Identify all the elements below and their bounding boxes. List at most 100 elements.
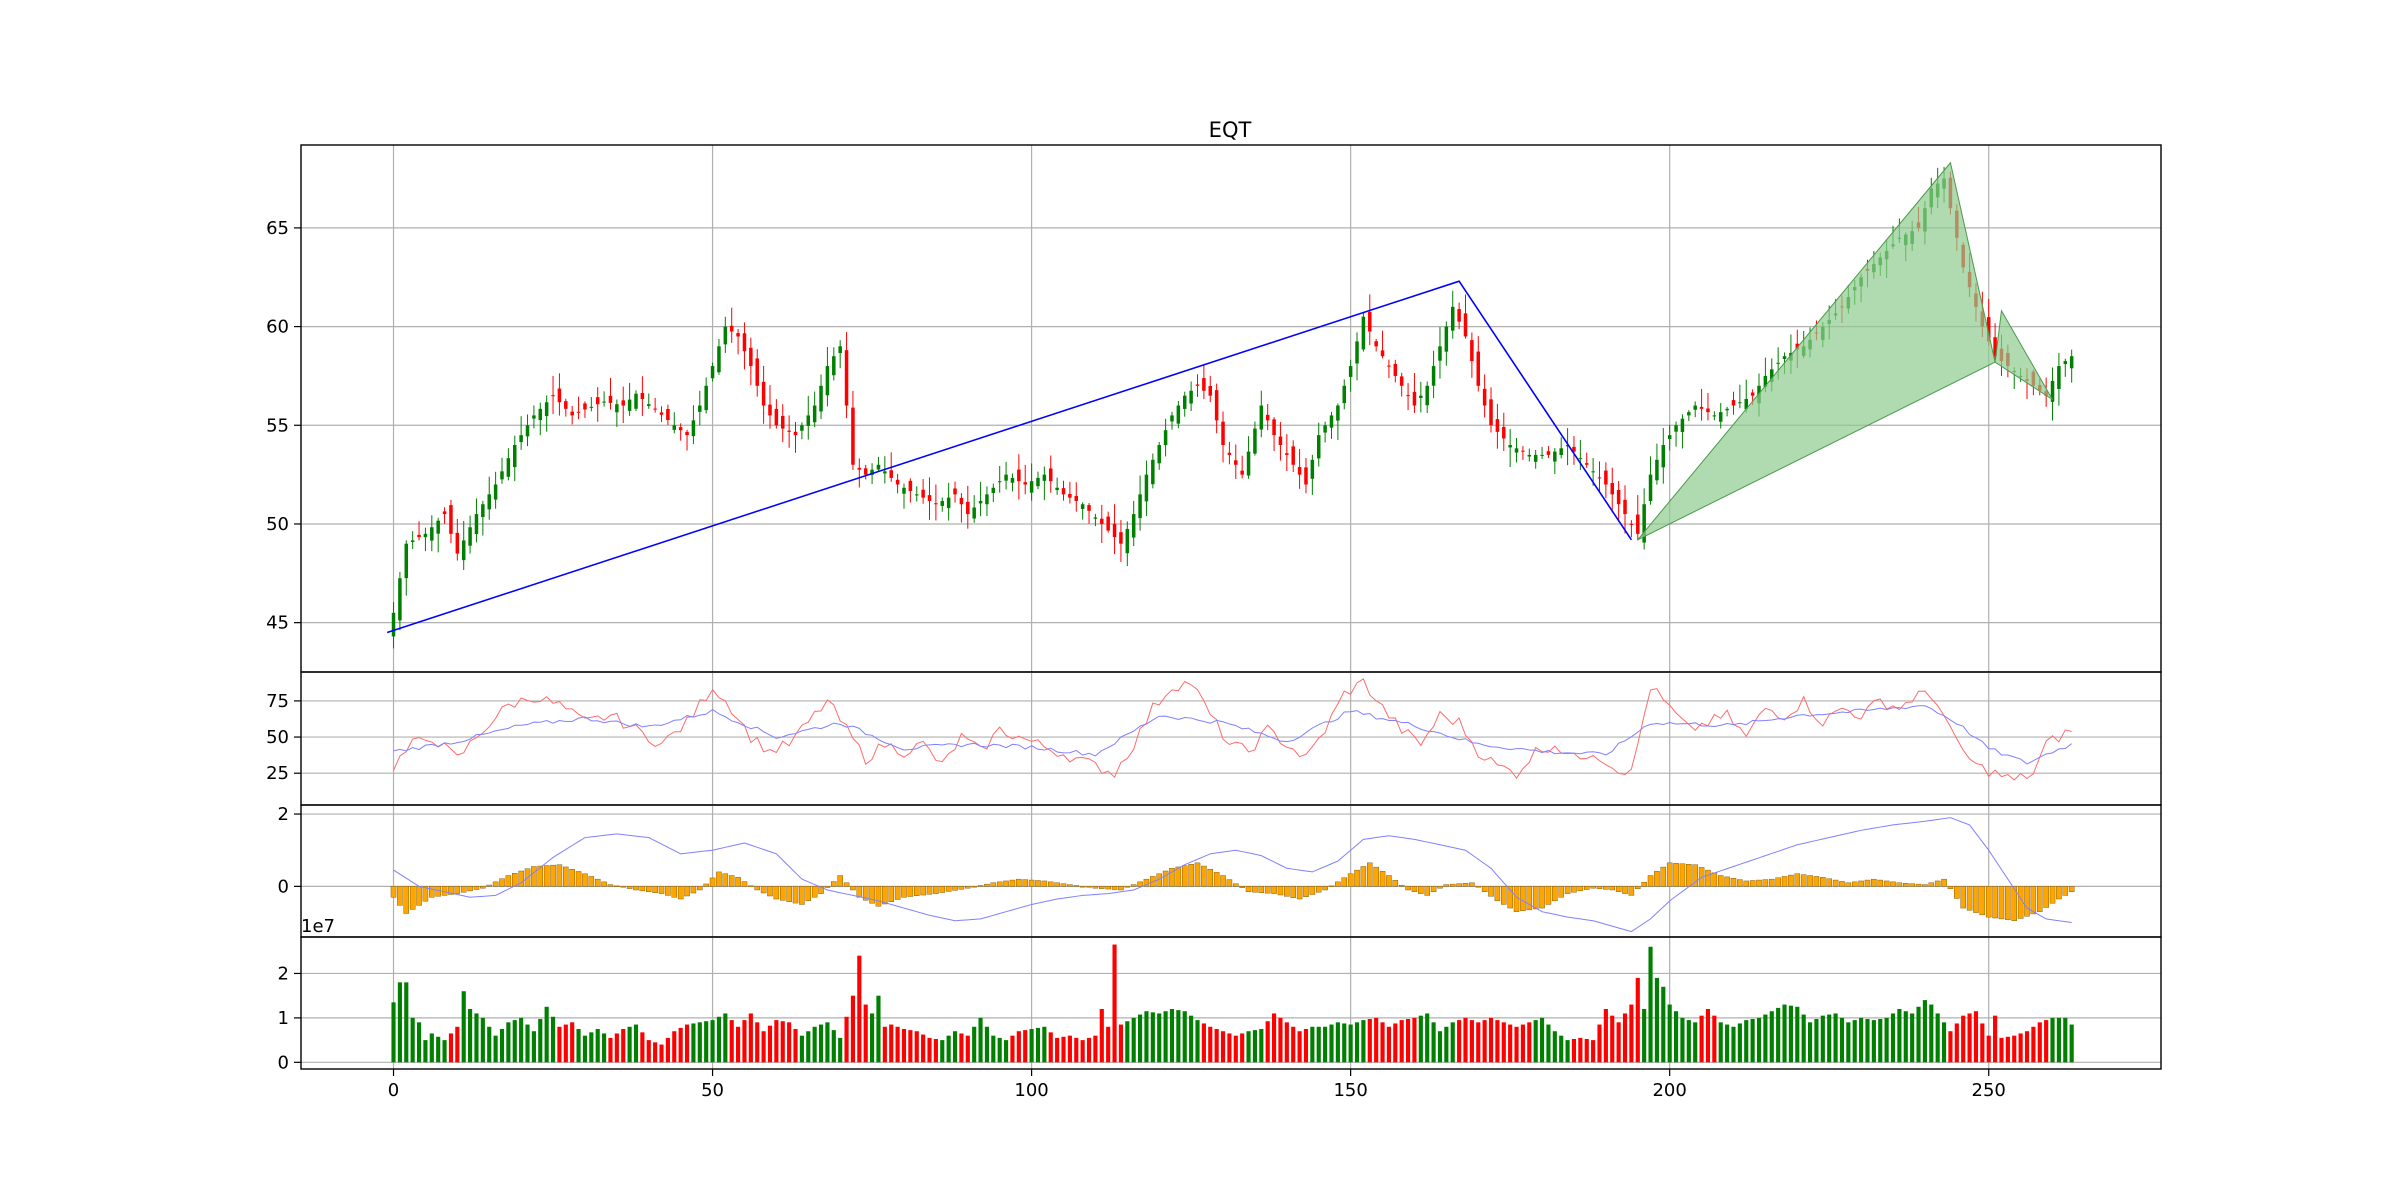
volume-bar bbox=[646, 1040, 651, 1063]
pattern-line bbox=[386, 280, 1633, 634]
macd-hist-bar bbox=[1520, 886, 1526, 911]
volume-bar bbox=[1080, 1040, 1085, 1063]
volume-bar bbox=[531, 1031, 536, 1063]
volume-bar bbox=[1035, 1027, 1041, 1063]
macd-hist-bar bbox=[1169, 868, 1175, 887]
candle-body bbox=[863, 468, 868, 475]
macd-hist-bar bbox=[2011, 886, 2017, 921]
candle-body bbox=[1744, 398, 1749, 410]
volume-bar bbox=[1386, 1026, 1391, 1063]
macd-hist-bar bbox=[843, 882, 850, 887]
macd-hist-bar bbox=[1692, 864, 1698, 887]
volume-bar bbox=[1820, 1015, 1825, 1063]
volume-y-ticks: 0 1 2 bbox=[278, 963, 301, 1073]
volume-bar bbox=[742, 1020, 747, 1063]
macd-hist-bar bbox=[2068, 886, 2075, 892]
volume-bar bbox=[1361, 1020, 1366, 1063]
macd-hist-bar bbox=[505, 875, 512, 887]
macd-hist-bar bbox=[1501, 886, 1507, 905]
volume-bar bbox=[538, 1019, 543, 1063]
macd-hist-bar bbox=[1449, 883, 1456, 887]
volume-bar bbox=[736, 1026, 741, 1063]
candle-body bbox=[1425, 385, 1429, 406]
candle-body bbox=[1323, 425, 1327, 433]
volume-bar bbox=[844, 1016, 849, 1063]
volume-bar bbox=[1763, 1014, 1768, 1063]
macd-hist-bar bbox=[1003, 880, 1009, 887]
macd-hist-bar bbox=[665, 886, 671, 896]
macd-hist-bar bbox=[1054, 882, 1060, 887]
candle-body bbox=[1272, 419, 1276, 436]
candle-body bbox=[851, 407, 855, 465]
volume-bar bbox=[799, 1035, 804, 1063]
macd-hist-bar bbox=[556, 864, 563, 887]
price-y-ticks: 45 50 55 60 65 bbox=[266, 218, 301, 634]
volume-bar bbox=[946, 1035, 951, 1063]
candle-body bbox=[1578, 458, 1583, 460]
volume-bar bbox=[1508, 1024, 1513, 1063]
volume-bar bbox=[940, 1040, 945, 1063]
candle-body bbox=[430, 527, 434, 541]
candle-body bbox=[1699, 406, 1704, 409]
candle-body bbox=[1776, 362, 1780, 364]
rsi-panel: 25 50 75 bbox=[266, 671, 2162, 806]
macd-hist-bar bbox=[1590, 886, 1596, 889]
macd-hist-bar bbox=[1194, 862, 1201, 887]
macd-hist-bar bbox=[1309, 886, 1316, 895]
volume-bar bbox=[793, 1029, 798, 1063]
volume-bar bbox=[1578, 1037, 1583, 1063]
volume-bar bbox=[1673, 1011, 1679, 1063]
candle-body bbox=[914, 494, 919, 496]
volume-bar bbox=[1654, 977, 1659, 1063]
volume-bar bbox=[1093, 1035, 1098, 1063]
volume-bar bbox=[1520, 1024, 1525, 1063]
candle-body bbox=[1093, 517, 1098, 519]
candle-body bbox=[595, 397, 600, 405]
price-ytick-label-45: 45 bbox=[266, 613, 289, 634]
candle-body bbox=[844, 350, 849, 406]
volume-bar bbox=[1048, 1032, 1053, 1063]
macd-hist-bar bbox=[1666, 862, 1673, 887]
volume-bar bbox=[499, 1029, 505, 1063]
macd-ytick-label-0: 0 bbox=[278, 876, 289, 897]
volume-bar bbox=[1163, 1011, 1168, 1063]
macd-hist-bar bbox=[543, 865, 550, 887]
candle-body bbox=[710, 366, 715, 379]
macd-hist-bar bbox=[1462, 883, 1469, 887]
macd-hist-bar bbox=[1864, 879, 1871, 887]
candle-body bbox=[423, 533, 428, 538]
macd-hist-bar bbox=[939, 886, 946, 893]
macd-hist-bar bbox=[1233, 883, 1239, 887]
macd-hist-bar bbox=[397, 886, 403, 906]
volume-bar bbox=[876, 995, 881, 1063]
volume-bar bbox=[416, 1022, 422, 1063]
candle-body bbox=[698, 405, 702, 412]
candle-body bbox=[2050, 380, 2055, 402]
macd-hist-bar bbox=[1673, 863, 1679, 887]
candle-body bbox=[519, 435, 523, 443]
macd-hist-bar bbox=[996, 881, 1003, 887]
candle-body bbox=[921, 489, 925, 498]
macd-hist-bar bbox=[1928, 882, 1935, 887]
volume-bar bbox=[1004, 1040, 1009, 1063]
macd-hist-bar bbox=[697, 886, 703, 891]
candle-body bbox=[742, 333, 747, 352]
macd-hist-bar bbox=[1788, 874, 1794, 887]
macd-hist-bar bbox=[499, 878, 505, 887]
volume-bar bbox=[1527, 1022, 1532, 1063]
volume-bar bbox=[1074, 1037, 1079, 1063]
macd-hist-bar bbox=[1239, 886, 1245, 888]
volume-bar bbox=[1157, 1013, 1162, 1063]
candle-body bbox=[398, 578, 402, 621]
candle-body bbox=[1259, 405, 1264, 430]
macd-hist-bar bbox=[1022, 879, 1028, 887]
candle-body bbox=[966, 501, 970, 515]
candle-body bbox=[1202, 378, 1206, 391]
macd-hist-bar bbox=[684, 886, 690, 897]
candle-body bbox=[704, 385, 708, 411]
macd-hist-bar bbox=[1130, 884, 1137, 887]
macd-hist-bar bbox=[1654, 871, 1660, 887]
candle-body bbox=[564, 401, 568, 409]
candle-body bbox=[653, 408, 657, 410]
candle-body bbox=[1470, 340, 1474, 362]
